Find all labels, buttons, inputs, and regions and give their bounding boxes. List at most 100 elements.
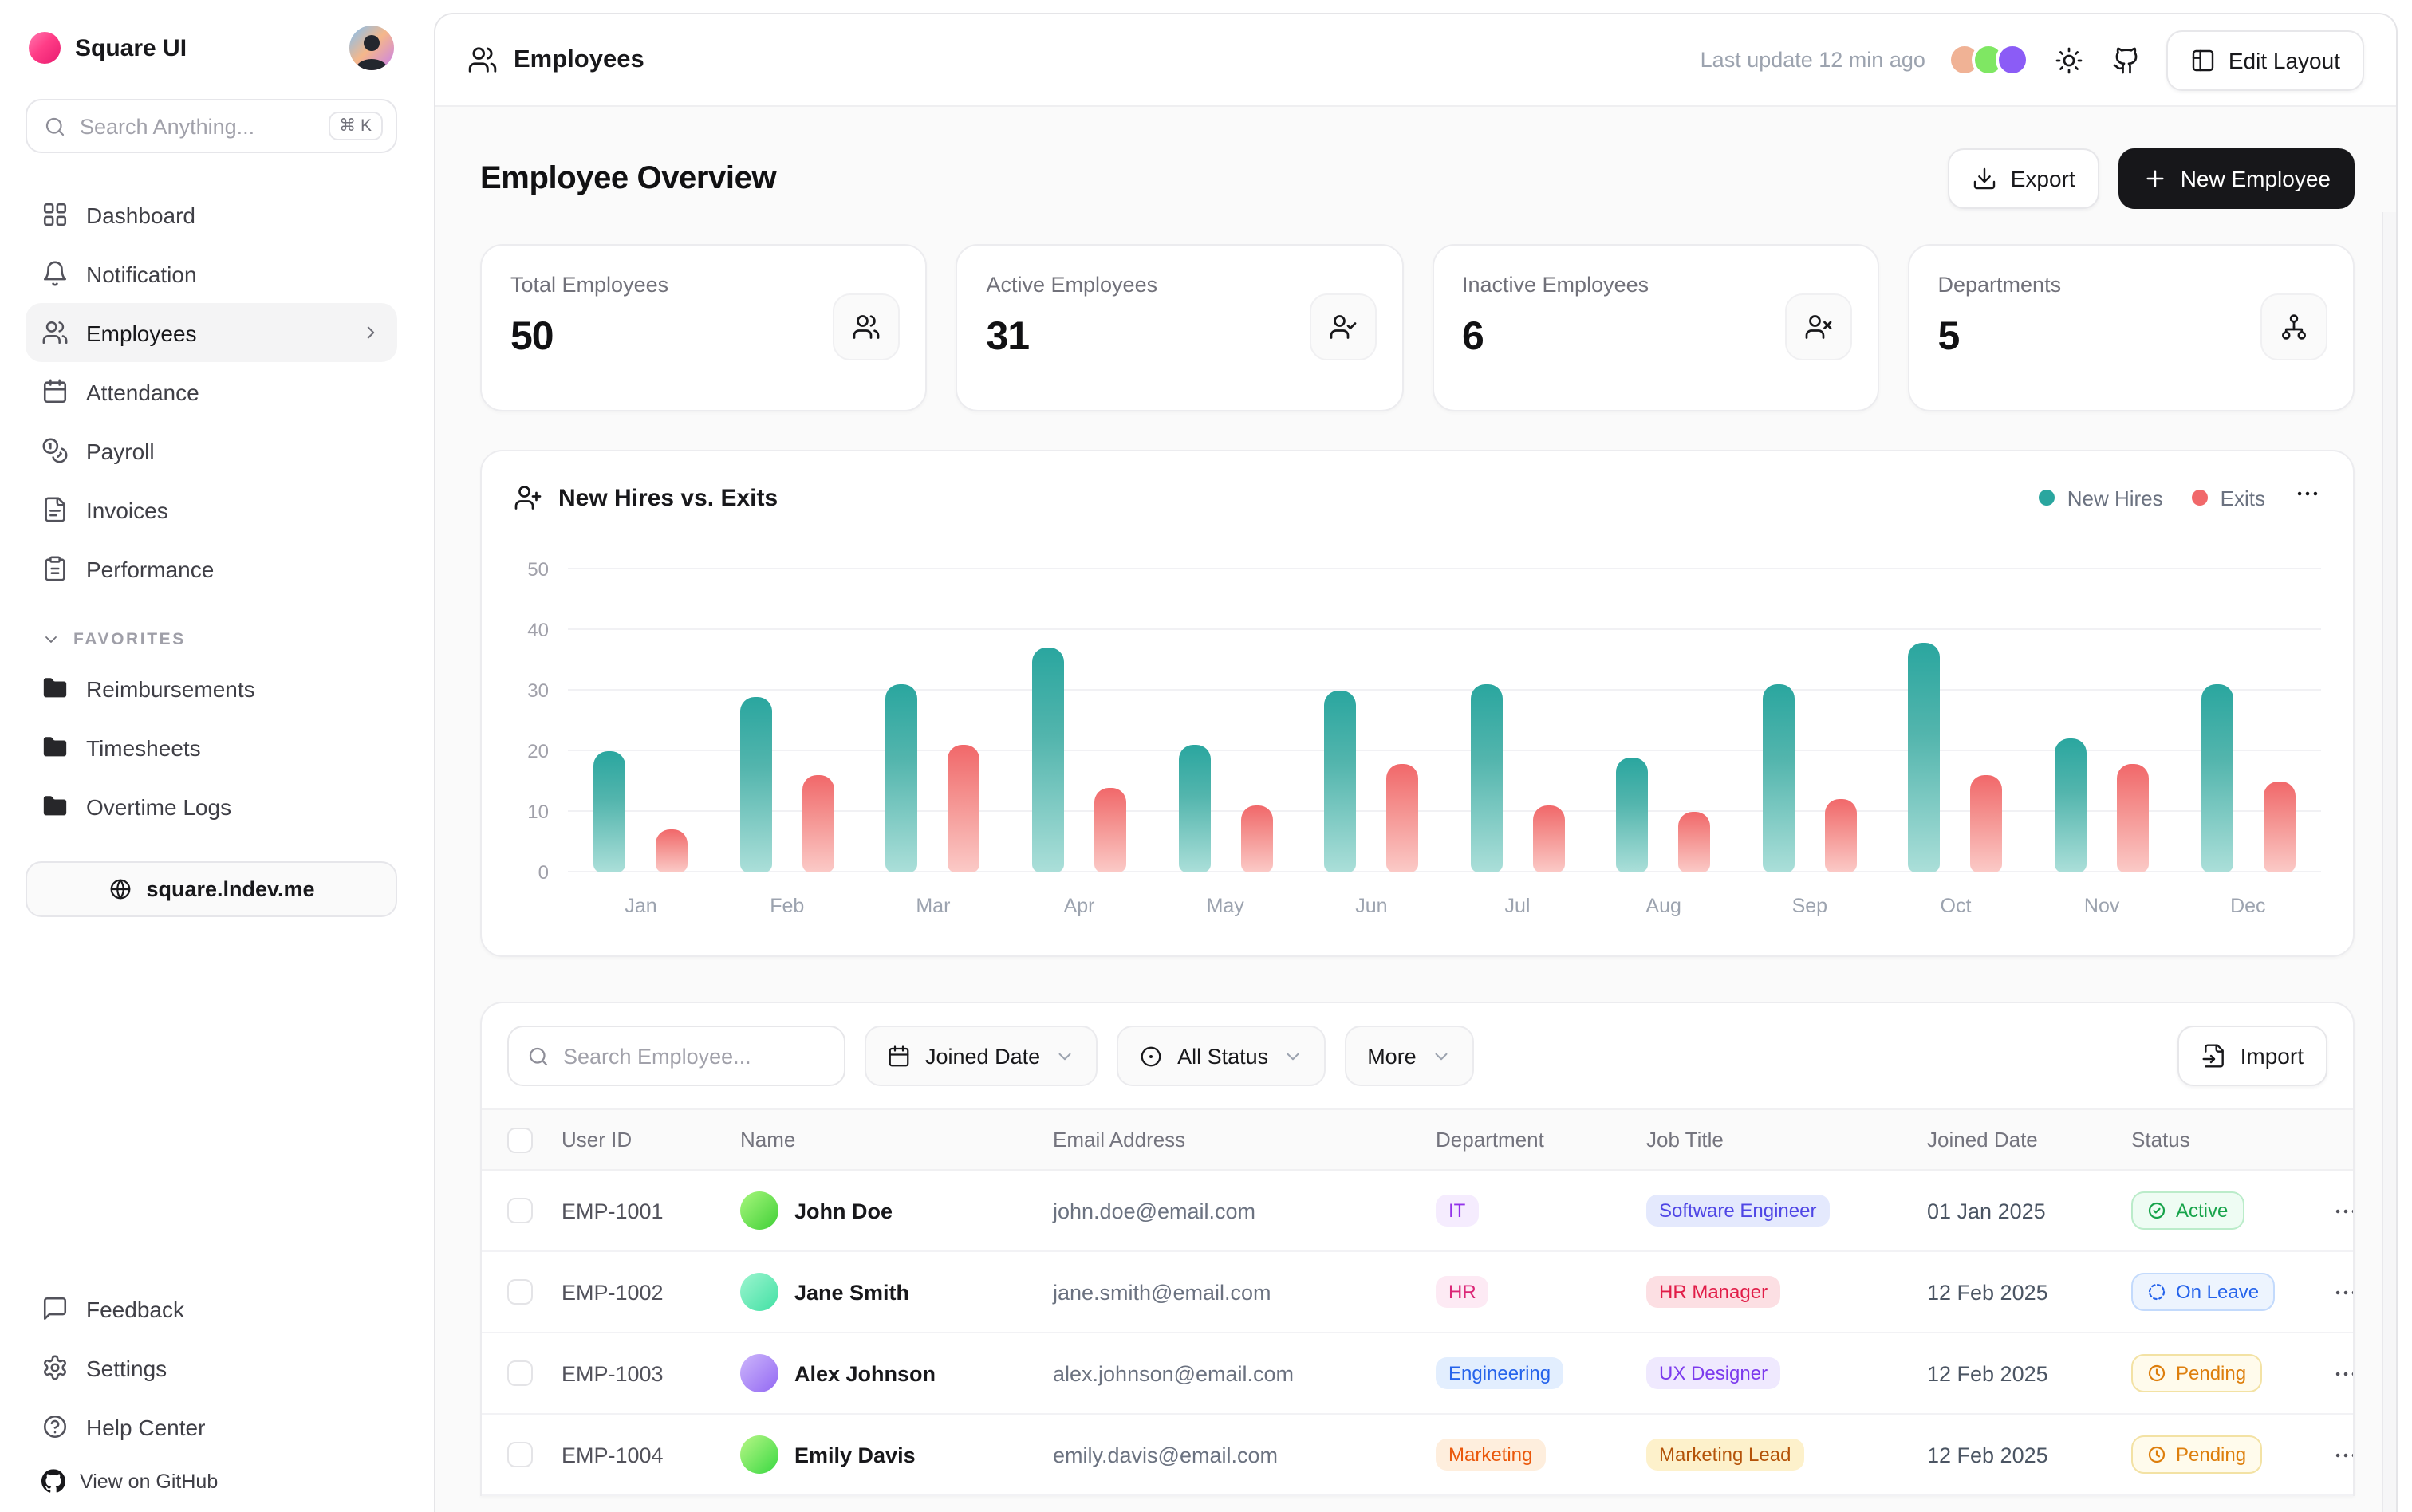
- edit-layout-button[interactable]: Edit Layout: [2166, 30, 2364, 90]
- sidebar-item-dashboard[interactable]: Dashboard: [26, 185, 397, 244]
- status-label: Pending: [2176, 1443, 2246, 1467]
- search-icon: [43, 114, 67, 138]
- export-button[interactable]: Export: [1949, 148, 2099, 209]
- bar-exits[interactable]: [1825, 800, 1857, 872]
- favorite-item-reimbursements[interactable]: Reimbursements: [26, 659, 397, 718]
- bar-exits[interactable]: [1533, 805, 1565, 872]
- row-actions-menu[interactable]: [2332, 1197, 2355, 1224]
- bar-new-hires[interactable]: [594, 751, 626, 872]
- x-tick-label: Jun: [1299, 895, 1444, 917]
- y-tick-label: 20: [527, 740, 549, 762]
- sidebar-item-payroll[interactable]: Payroll: [26, 421, 397, 480]
- bar-exits[interactable]: [1971, 775, 2003, 872]
- sidebar-item-help-center[interactable]: Help Center: [26, 1397, 397, 1456]
- user-avatar[interactable]: [349, 26, 394, 70]
- chevron-right-icon: [361, 322, 381, 343]
- favorite-item-overtime-logs[interactable]: Overtime Logs: [26, 777, 397, 836]
- github-link-button[interactable]: [2109, 42, 2144, 77]
- sidebar-item-performance[interactable]: Performance: [26, 539, 397, 598]
- import-button[interactable]: Import: [2178, 1026, 2327, 1086]
- employee-search-input[interactable]: [563, 1044, 826, 1068]
- bar-exits[interactable]: [1240, 805, 1272, 872]
- month-group-jan: [568, 569, 714, 872]
- bar-new-hires[interactable]: [1617, 758, 1649, 872]
- github-mark-icon: [41, 1469, 65, 1493]
- download-icon: [1973, 166, 1998, 191]
- bar-new-hires[interactable]: [2201, 684, 2233, 872]
- bar-new-hires[interactable]: [1032, 648, 1064, 872]
- chevron-down-icon: [1283, 1045, 1303, 1066]
- bar-exits[interactable]: [1679, 812, 1711, 872]
- legend-label: New Hires: [2067, 486, 2163, 510]
- globe-icon: [108, 877, 132, 901]
- row-actions-menu[interactable]: [2332, 1441, 2355, 1468]
- employee-search[interactable]: [507, 1026, 845, 1086]
- employee-name: Emily Davis: [794, 1443, 916, 1467]
- sidebar-item-notification[interactable]: Notification: [26, 244, 397, 303]
- bar-new-hires[interactable]: [1471, 684, 1503, 872]
- row-actions-menu[interactable]: [2332, 1360, 2355, 1387]
- bar-new-hires[interactable]: [1909, 642, 1941, 872]
- bar-exits[interactable]: [1386, 763, 1418, 872]
- theme-toggle-button[interactable]: [2051, 42, 2087, 77]
- scrollbar-track[interactable]: [2382, 212, 2396, 1512]
- overview-actions: Export New Employee: [1949, 148, 2355, 209]
- sidebar-item-attendance[interactable]: Attendance: [26, 362, 397, 421]
- filter-all-status[interactable]: All Status: [1117, 1026, 1326, 1086]
- chart-plot-col: JanFebMarAprMayJunJulAugSepOctNovDec: [568, 569, 2321, 917]
- bar-new-hires[interactable]: [1763, 684, 1795, 872]
- column-header-email-address: Email Address: [1053, 1128, 1436, 1152]
- users-icon: [853, 313, 881, 341]
- month-group-aug: [1590, 569, 1736, 872]
- global-search[interactable]: ⌘ K: [26, 99, 397, 153]
- favorites-header[interactable]: FAVORITES: [26, 630, 397, 649]
- bar-exits[interactable]: [2117, 763, 2149, 872]
- bar-new-hires[interactable]: [740, 697, 772, 872]
- table-filterbar: Joined Date All Status More Import: [482, 1003, 2353, 1108]
- chart-x-axis: JanFebMarAprMayJunJulAugSepOctNovDec: [568, 895, 2321, 917]
- sidebar-item-employees[interactable]: Employees: [26, 303, 397, 362]
- presence-avatar-3[interactable]: [1996, 43, 2029, 77]
- footer-nav: FeedbackSettingsHelp Center: [26, 1279, 397, 1456]
- chart-header: New Hires vs. Exits New HiresExits: [514, 480, 2321, 515]
- bar-exits[interactable]: [1094, 788, 1126, 872]
- new-employee-button[interactable]: New Employee: [2118, 148, 2355, 209]
- bar-new-hires[interactable]: [1178, 745, 1210, 872]
- select-all-checkbox[interactable]: [507, 1127, 533, 1152]
- x-tick-label: Nov: [2029, 895, 2175, 917]
- sidebar-item-settings[interactable]: Settings: [26, 1338, 397, 1397]
- bar-exits[interactable]: [656, 830, 688, 872]
- row-checkbox[interactable]: [507, 1360, 533, 1386]
- chart-menu-button[interactable]: [2294, 480, 2321, 515]
- view-on-github[interactable]: View on GitHub: [26, 1456, 397, 1493]
- row-actions-menu[interactable]: [2332, 1278, 2355, 1305]
- search-input[interactable]: [80, 114, 315, 138]
- table-row-emp-1002: EMP-1002Jane Smithjane.smith@email.comHR…: [482, 1252, 2353, 1333]
- month-group-nov: [2029, 569, 2175, 872]
- table-row-emp-1004: EMP-1004Emily Davisemily.davis@email.com…: [482, 1415, 2353, 1496]
- bar-new-hires[interactable]: [2055, 739, 2087, 872]
- row-checkbox[interactable]: [507, 1279, 533, 1305]
- sidebar-item-invoices[interactable]: Invoices: [26, 480, 397, 539]
- bar-exits[interactable]: [802, 775, 834, 872]
- bar-new-hires[interactable]: [886, 684, 918, 872]
- filter-more[interactable]: More: [1345, 1026, 1474, 1086]
- sidebar-item-label: Attendance: [86, 379, 199, 404]
- filter-joined-date[interactable]: Joined Date: [865, 1026, 1098, 1086]
- x-tick-label: Aug: [1590, 895, 1736, 917]
- row-checkbox[interactable]: [507, 1198, 533, 1223]
- row-checkbox[interactable]: [507, 1442, 533, 1467]
- bar-new-hires[interactable]: [1324, 691, 1356, 872]
- bar-exits[interactable]: [2263, 782, 2295, 872]
- avatar: [740, 1273, 778, 1311]
- cell-name: Jane Smith: [740, 1273, 1053, 1311]
- cell-job-title: HR Manager: [1646, 1276, 1927, 1308]
- site-link-button[interactable]: square.lndev.me: [26, 861, 397, 917]
- favorite-item-timesheets[interactable]: Timesheets: [26, 718, 397, 777]
- bar-exits[interactable]: [948, 745, 980, 872]
- job-title-badge: HR Manager: [1646, 1276, 1780, 1308]
- sidebar-item-feedback[interactable]: Feedback: [26, 1279, 397, 1338]
- page-title: Employee Overview: [480, 160, 776, 197]
- stat-card-total-employees: Total Employees50: [480, 244, 928, 411]
- cell-department: Marketing: [1436, 1439, 1646, 1471]
